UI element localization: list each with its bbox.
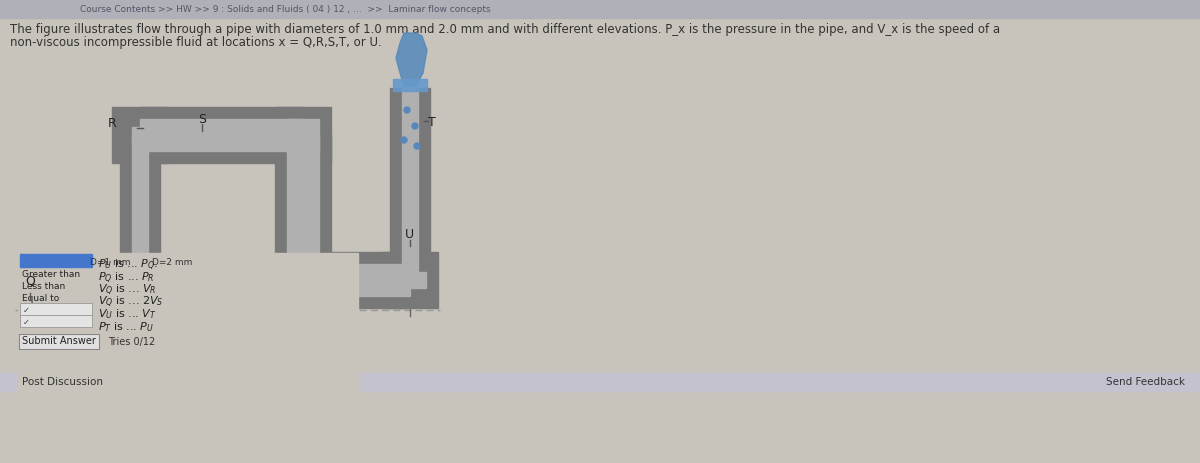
Bar xyxy=(112,107,168,163)
Bar xyxy=(302,264,410,296)
Bar xyxy=(0,373,590,391)
Bar xyxy=(20,254,92,267)
Bar xyxy=(390,88,430,280)
Bar xyxy=(20,267,140,323)
Bar xyxy=(275,252,331,308)
Text: T: T xyxy=(428,116,436,129)
Text: Send Feedback: Send Feedback xyxy=(1106,377,1186,387)
Text: Post Discussion: Post Discussion xyxy=(22,377,103,387)
Text: $V_Q$ is ... $2V_S$: $V_Q$ is ... $2V_S$ xyxy=(98,295,163,310)
Circle shape xyxy=(412,123,418,129)
Bar xyxy=(120,135,160,295)
Bar xyxy=(20,303,92,315)
Text: S: S xyxy=(198,113,206,126)
Bar xyxy=(112,267,168,323)
Text: The figure illustrates flow through a pipe with diameters of 1.0 mm and 2.0 mm a: The figure illustrates flow through a pi… xyxy=(10,23,1000,36)
Bar xyxy=(20,315,92,327)
Text: R: R xyxy=(108,117,116,130)
Text: ✓: ✓ xyxy=(23,306,30,315)
Bar xyxy=(287,264,319,296)
Text: Greater than: Greater than xyxy=(22,270,80,279)
Bar xyxy=(402,88,418,280)
Bar xyxy=(132,279,148,311)
Bar xyxy=(275,107,331,163)
FancyBboxPatch shape xyxy=(19,334,98,349)
Text: $P_Q$ is ... $P_R$: $P_Q$ is ... $P_R$ xyxy=(98,271,155,286)
Text: $V_Q$ is ... $V_R$: $V_Q$ is ... $V_R$ xyxy=(98,283,156,298)
Bar xyxy=(394,79,427,91)
Text: Less than: Less than xyxy=(22,282,65,291)
Text: D=1 mm: D=1 mm xyxy=(90,258,131,267)
Bar xyxy=(132,127,164,143)
Bar xyxy=(140,107,302,163)
Text: Submit Answer: Submit Answer xyxy=(22,337,96,346)
Text: $V_U$ is ... $V_T$: $V_U$ is ... $V_T$ xyxy=(98,307,156,321)
Text: non-viscous incompressible fluid at locations x = Q,R,S,T, or U.: non-viscous incompressible fluid at loca… xyxy=(10,36,382,49)
Bar xyxy=(382,252,438,308)
Bar xyxy=(590,373,1200,391)
Bar xyxy=(302,252,410,308)
Bar xyxy=(140,119,302,151)
Bar xyxy=(394,272,426,288)
Bar xyxy=(287,119,319,151)
Text: $P_T$ is ... $P_U$: $P_T$ is ... $P_U$ xyxy=(98,320,154,334)
Circle shape xyxy=(404,107,410,113)
Circle shape xyxy=(414,143,420,149)
Bar xyxy=(18,253,358,393)
Text: ✓: ✓ xyxy=(23,318,30,327)
Bar xyxy=(287,135,319,280)
Text: Q: Q xyxy=(25,275,35,288)
Text: Equal to: Equal to xyxy=(22,294,59,303)
Text: D=2 mm: D=2 mm xyxy=(152,258,192,267)
Bar xyxy=(132,135,148,295)
Bar xyxy=(20,279,140,311)
Text: Course Contents >> HW >> 9 : Solids and Fluids ( 04 ) 12 , ...  >>  Laminar flow: Course Contents >> HW >> 9 : Solids and … xyxy=(80,5,491,13)
Polygon shape xyxy=(396,33,427,86)
Text: U: U xyxy=(406,228,414,241)
Bar xyxy=(275,135,331,280)
Bar xyxy=(0,0,1200,18)
Circle shape xyxy=(401,137,407,143)
Text: $P_U$ is ... $P_Q.$: $P_U$ is ... $P_Q.$ xyxy=(98,258,158,273)
Text: Tries 0/12: Tries 0/12 xyxy=(108,337,155,346)
